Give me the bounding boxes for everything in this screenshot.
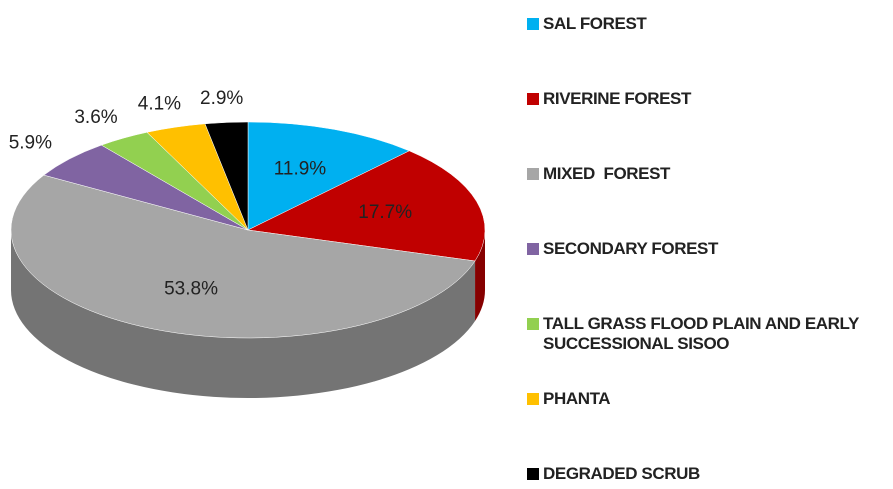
legend-label: DEGRADED SCRUB — [543, 464, 700, 483]
legend-label: SAL FOREST — [543, 14, 647, 33]
chart: 11.9% 17.7% 53.8% 5.9% 3.6% 4.1% 2.9% — [9, 88, 486, 399]
slice — [247, 121, 410, 231]
slice — [10, 174, 476, 339]
data-label: 11.9% — [274, 159, 327, 180]
data-label: 5.9% — [9, 132, 52, 153]
legend-item: DEGRADED SCRUB — [527, 464, 700, 484]
legend-swatch — [527, 318, 539, 330]
legend-label: PHANTA — [543, 389, 611, 408]
slice — [204, 121, 249, 231]
legend-swatch — [527, 168, 539, 180]
legend-item: PHANTA — [527, 389, 611, 409]
legend-swatch — [527, 468, 539, 480]
slice — [247, 150, 486, 262]
legend-swatch — [527, 18, 539, 30]
legend-swatch — [527, 243, 539, 255]
data-label: 17.7% — [358, 202, 412, 223]
legend-label: MIXED FOREST — [543, 164, 671, 183]
legend-item: SAL FOREST — [527, 14, 647, 34]
legend-item: SECONDARY FOREST — [527, 239, 718, 259]
legend-item: RIVERINE FOREST — [527, 89, 691, 109]
data-label: 2.9% — [200, 88, 243, 109]
legend-label: RIVERINE FOREST — [543, 89, 691, 108]
legend-item: TALL GRASS FLOOD PLAIN AND EARLY SUCCESS… — [527, 314, 877, 354]
legend-item: MIXED FOREST — [527, 164, 670, 184]
legend-swatch — [527, 393, 539, 405]
slice-side — [475, 230, 485, 321]
legend-label: TALL GRASS FLOOD PLAIN AND EARLY SUCCESS… — [543, 314, 863, 353]
legend-swatch — [527, 93, 539, 105]
legend-label: SECONDARY FOREST — [543, 239, 718, 258]
data-label: 3.6% — [74, 107, 117, 128]
data-label: 53.8% — [164, 278, 218, 299]
data-label: 4.1% — [138, 94, 181, 115]
slice-side — [11, 230, 476, 399]
